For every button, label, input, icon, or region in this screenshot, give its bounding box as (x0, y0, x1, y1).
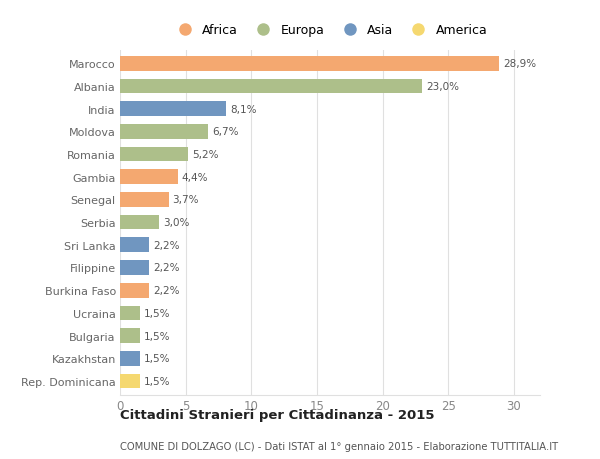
Legend: Africa, Europa, Asia, America: Africa, Europa, Asia, America (172, 24, 488, 37)
Text: Cittadini Stranieri per Cittadinanza - 2015: Cittadini Stranieri per Cittadinanza - 2… (120, 409, 434, 421)
Text: COMUNE DI DOLZAGO (LC) - Dati ISTAT al 1° gennaio 2015 - Elaborazione TUTTITALIA: COMUNE DI DOLZAGO (LC) - Dati ISTAT al 1… (120, 441, 558, 451)
Bar (120, 283, 149, 298)
Text: 2,2%: 2,2% (153, 285, 179, 296)
Bar (120, 147, 188, 162)
Bar (120, 170, 178, 185)
Text: 2,2%: 2,2% (153, 240, 179, 250)
Text: 2,2%: 2,2% (153, 263, 179, 273)
Bar (120, 329, 140, 343)
Text: 6,7%: 6,7% (212, 127, 238, 137)
Text: 4,4%: 4,4% (182, 172, 208, 182)
Bar (120, 57, 499, 72)
Bar (120, 374, 140, 388)
Bar (120, 193, 169, 207)
Bar (120, 306, 140, 320)
Text: 1,5%: 1,5% (143, 308, 170, 318)
Text: 3,7%: 3,7% (173, 195, 199, 205)
Text: 3,0%: 3,0% (163, 218, 190, 228)
Text: 5,2%: 5,2% (192, 150, 218, 160)
Bar (120, 125, 208, 140)
Text: 1,5%: 1,5% (143, 353, 170, 364)
Bar (120, 215, 160, 230)
Bar (120, 79, 422, 94)
Bar (120, 261, 149, 275)
Text: 28,9%: 28,9% (503, 59, 536, 69)
Bar (120, 102, 226, 117)
Bar (120, 351, 140, 366)
Text: 23,0%: 23,0% (426, 82, 459, 92)
Text: 8,1%: 8,1% (230, 104, 257, 114)
Text: 1,5%: 1,5% (143, 376, 170, 386)
Bar (120, 238, 149, 252)
Text: 1,5%: 1,5% (143, 331, 170, 341)
